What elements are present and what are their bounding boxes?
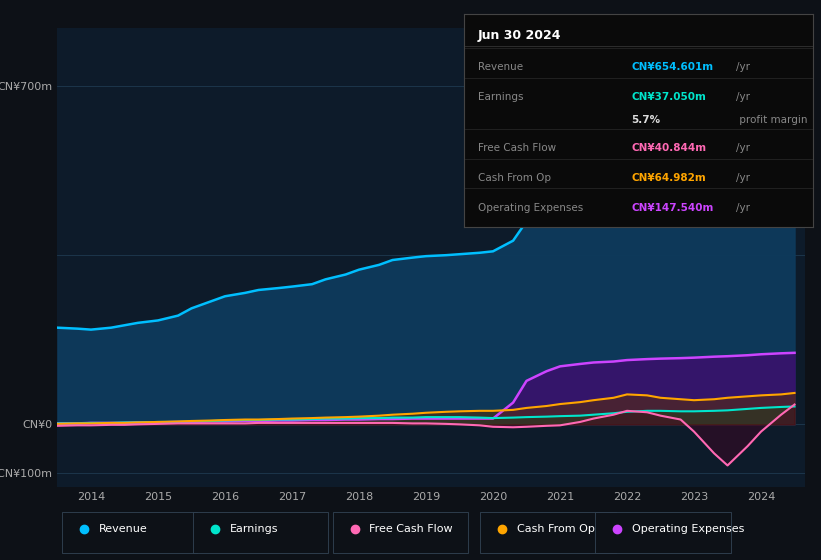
Text: 5.7%: 5.7% — [631, 115, 660, 125]
Text: Free Cash Flow: Free Cash Flow — [369, 524, 453, 534]
Text: Earnings: Earnings — [478, 92, 523, 102]
Text: CN¥654.601m: CN¥654.601m — [631, 62, 713, 72]
FancyBboxPatch shape — [62, 512, 197, 553]
FancyBboxPatch shape — [193, 512, 328, 553]
Text: CN¥147.540m: CN¥147.540m — [631, 203, 713, 213]
Text: Earnings: Earnings — [230, 524, 278, 534]
Text: Operating Expenses: Operating Expenses — [478, 203, 583, 213]
Text: CN¥64.982m: CN¥64.982m — [631, 173, 706, 183]
FancyBboxPatch shape — [595, 512, 731, 553]
FancyBboxPatch shape — [480, 512, 616, 553]
Text: /yr: /yr — [736, 173, 750, 183]
Text: Operating Expenses: Operating Expenses — [632, 524, 745, 534]
Text: Revenue: Revenue — [99, 524, 147, 534]
Text: Revenue: Revenue — [478, 62, 523, 72]
Text: CN¥40.844m: CN¥40.844m — [631, 143, 707, 153]
Text: Jun 30 2024: Jun 30 2024 — [478, 29, 562, 42]
Text: profit margin: profit margin — [736, 115, 808, 125]
Text: /yr: /yr — [736, 203, 750, 213]
Text: Cash From Op: Cash From Op — [478, 173, 551, 183]
Text: /yr: /yr — [736, 92, 750, 102]
FancyBboxPatch shape — [333, 512, 468, 553]
Text: Cash From Op: Cash From Op — [517, 524, 595, 534]
Text: /yr: /yr — [736, 62, 750, 72]
Text: CN¥37.050m: CN¥37.050m — [631, 92, 706, 102]
Text: /yr: /yr — [736, 143, 750, 153]
Text: Free Cash Flow: Free Cash Flow — [478, 143, 556, 153]
